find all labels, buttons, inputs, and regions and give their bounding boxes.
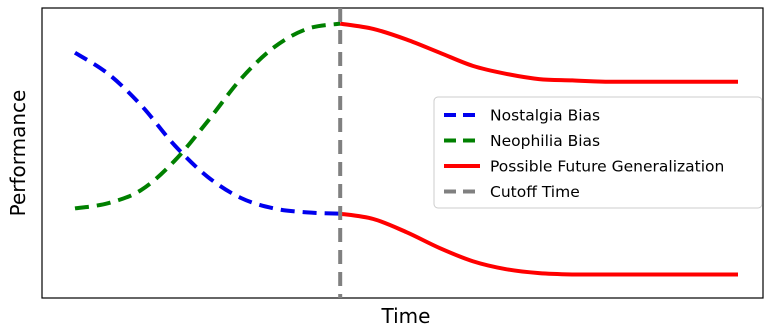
series-line-2 <box>339 21 738 84</box>
legend-label-3: Cutoff Time <box>490 183 580 201</box>
x-axis-label: Time <box>381 304 431 328</box>
y-axis-label: Performance <box>6 90 30 217</box>
series-line-0 <box>73 50 341 216</box>
legend-label-2: Possible Future Generalization <box>490 158 724 176</box>
legend-label-0: Nostalgia Bias <box>490 107 600 125</box>
series-layer <box>73 8 738 298</box>
legend-label-1: Neophilia Bias <box>490 132 600 150</box>
plot-frame <box>41 7 764 299</box>
series-line-1 <box>74 21 341 211</box>
legend-box <box>433 96 763 209</box>
legend: Nostalgia Bias Neophilia Bias Possible Fut… <box>433 96 763 209</box>
series-line-3 <box>339 211 738 277</box>
